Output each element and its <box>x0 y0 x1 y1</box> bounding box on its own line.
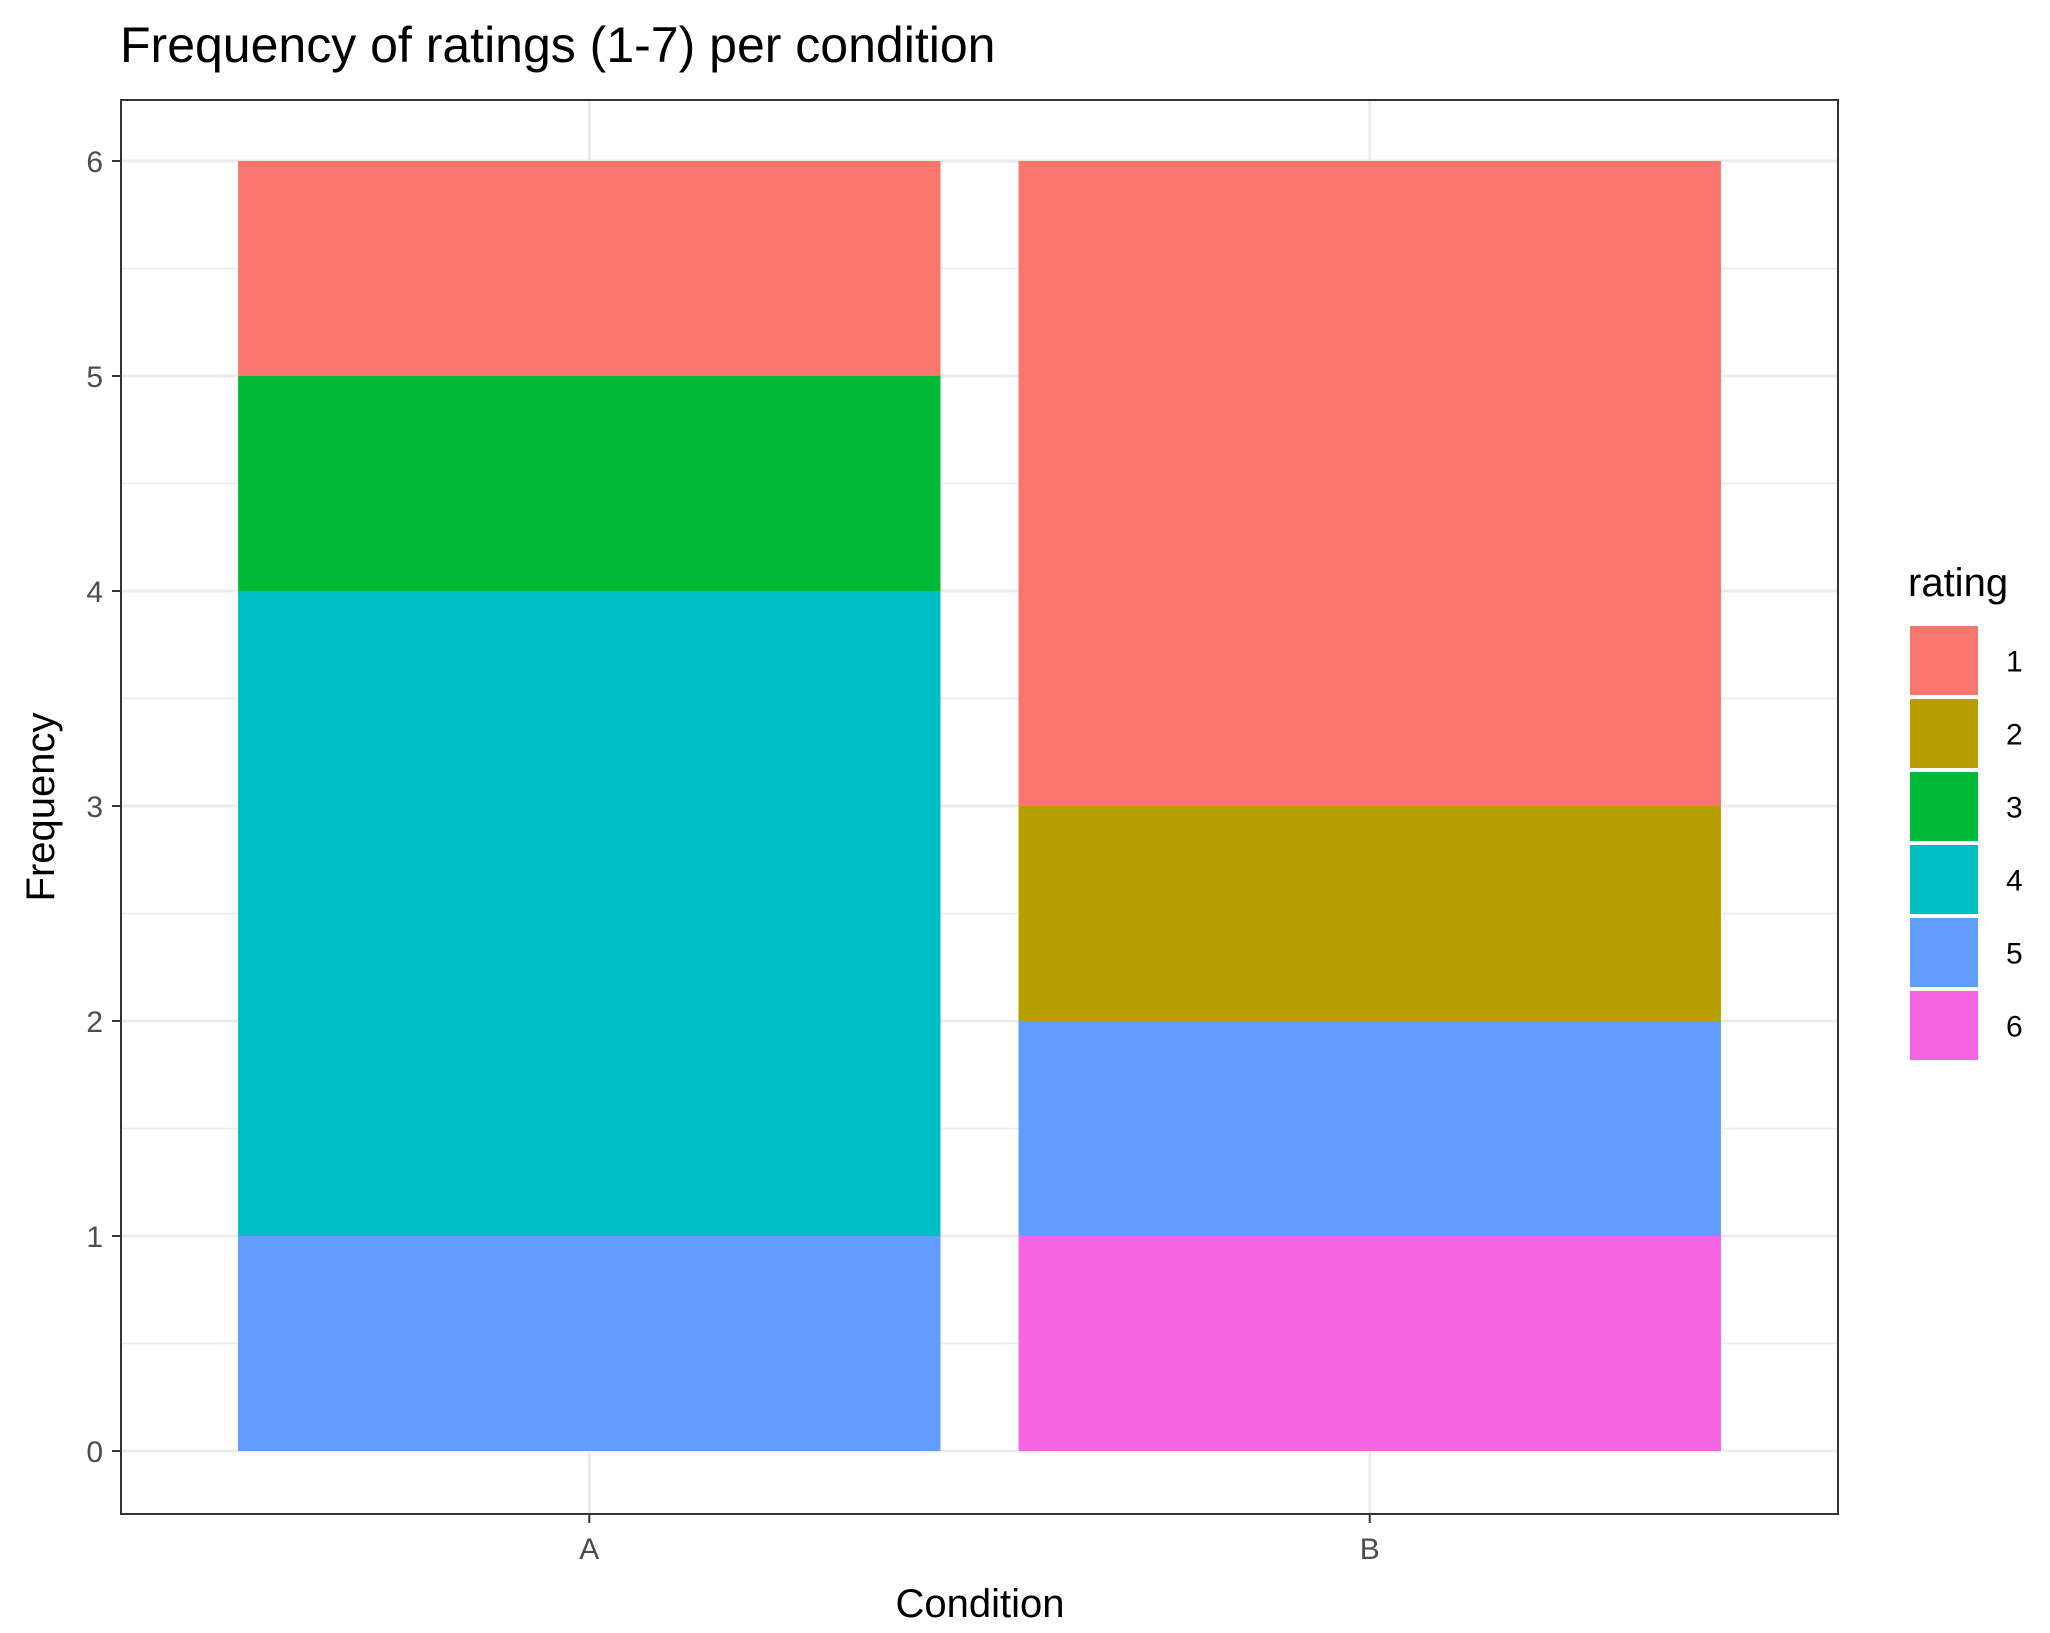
bar-segment-B-rating-5 <box>1018 1021 1721 1236</box>
legend-key-4 <box>1910 845 1978 914</box>
y-tick-label: 3 <box>86 791 103 824</box>
y-tick-label: 0 <box>86 1436 103 1469</box>
bar-segment-A-rating-4 <box>238 591 941 1236</box>
x-axis-title: Condition <box>895 1582 1064 1626</box>
legend-label-3: 3 <box>2006 792 2023 825</box>
legend-key-3 <box>1910 772 1978 841</box>
legend-key-2 <box>1910 699 1978 768</box>
x-tick-label: A <box>579 1533 599 1566</box>
legend-label-1: 1 <box>2006 646 2023 679</box>
y-tick-label: 4 <box>86 576 103 609</box>
legend-key-5 <box>1910 918 1978 987</box>
axes: 0 1 2 3 4 5 6 A B <box>86 146 1379 1566</box>
legend-label-6: 6 <box>2006 1011 2023 1044</box>
bar-segment-A-rating-3 <box>238 376 941 591</box>
legend-label-5: 5 <box>2006 938 2023 971</box>
y-tick-label: 6 <box>86 146 103 179</box>
bar-segment-B-rating-1 <box>1018 161 1721 806</box>
bar-segment-B-rating-6 <box>1018 1236 1721 1451</box>
legend-label-2: 2 <box>2006 719 2023 752</box>
legend-key-6 <box>1910 991 1978 1060</box>
y-tick-label: 5 <box>86 361 103 394</box>
bar-segment-B-rating-2 <box>1018 806 1721 1021</box>
chart-title: Frequency of ratings (1-7) per condition <box>120 17 995 73</box>
legend-key-1 <box>1910 626 1978 695</box>
y-tick-label: 1 <box>86 1221 103 1254</box>
legend-label-4: 4 <box>2006 865 2023 898</box>
bar-segment-A-rating-5 <box>238 1236 941 1451</box>
y-tick-label: 2 <box>86 1006 103 1039</box>
legend-title: rating <box>1908 561 2008 605</box>
x-tick-label: B <box>1360 1533 1380 1566</box>
bars <box>238 161 1721 1451</box>
legend: rating 1 2 3 4 5 6 <box>1908 561 2023 1060</box>
bar-segment-A-rating-1 <box>238 161 941 376</box>
y-axis-title: Frequency <box>19 713 63 902</box>
